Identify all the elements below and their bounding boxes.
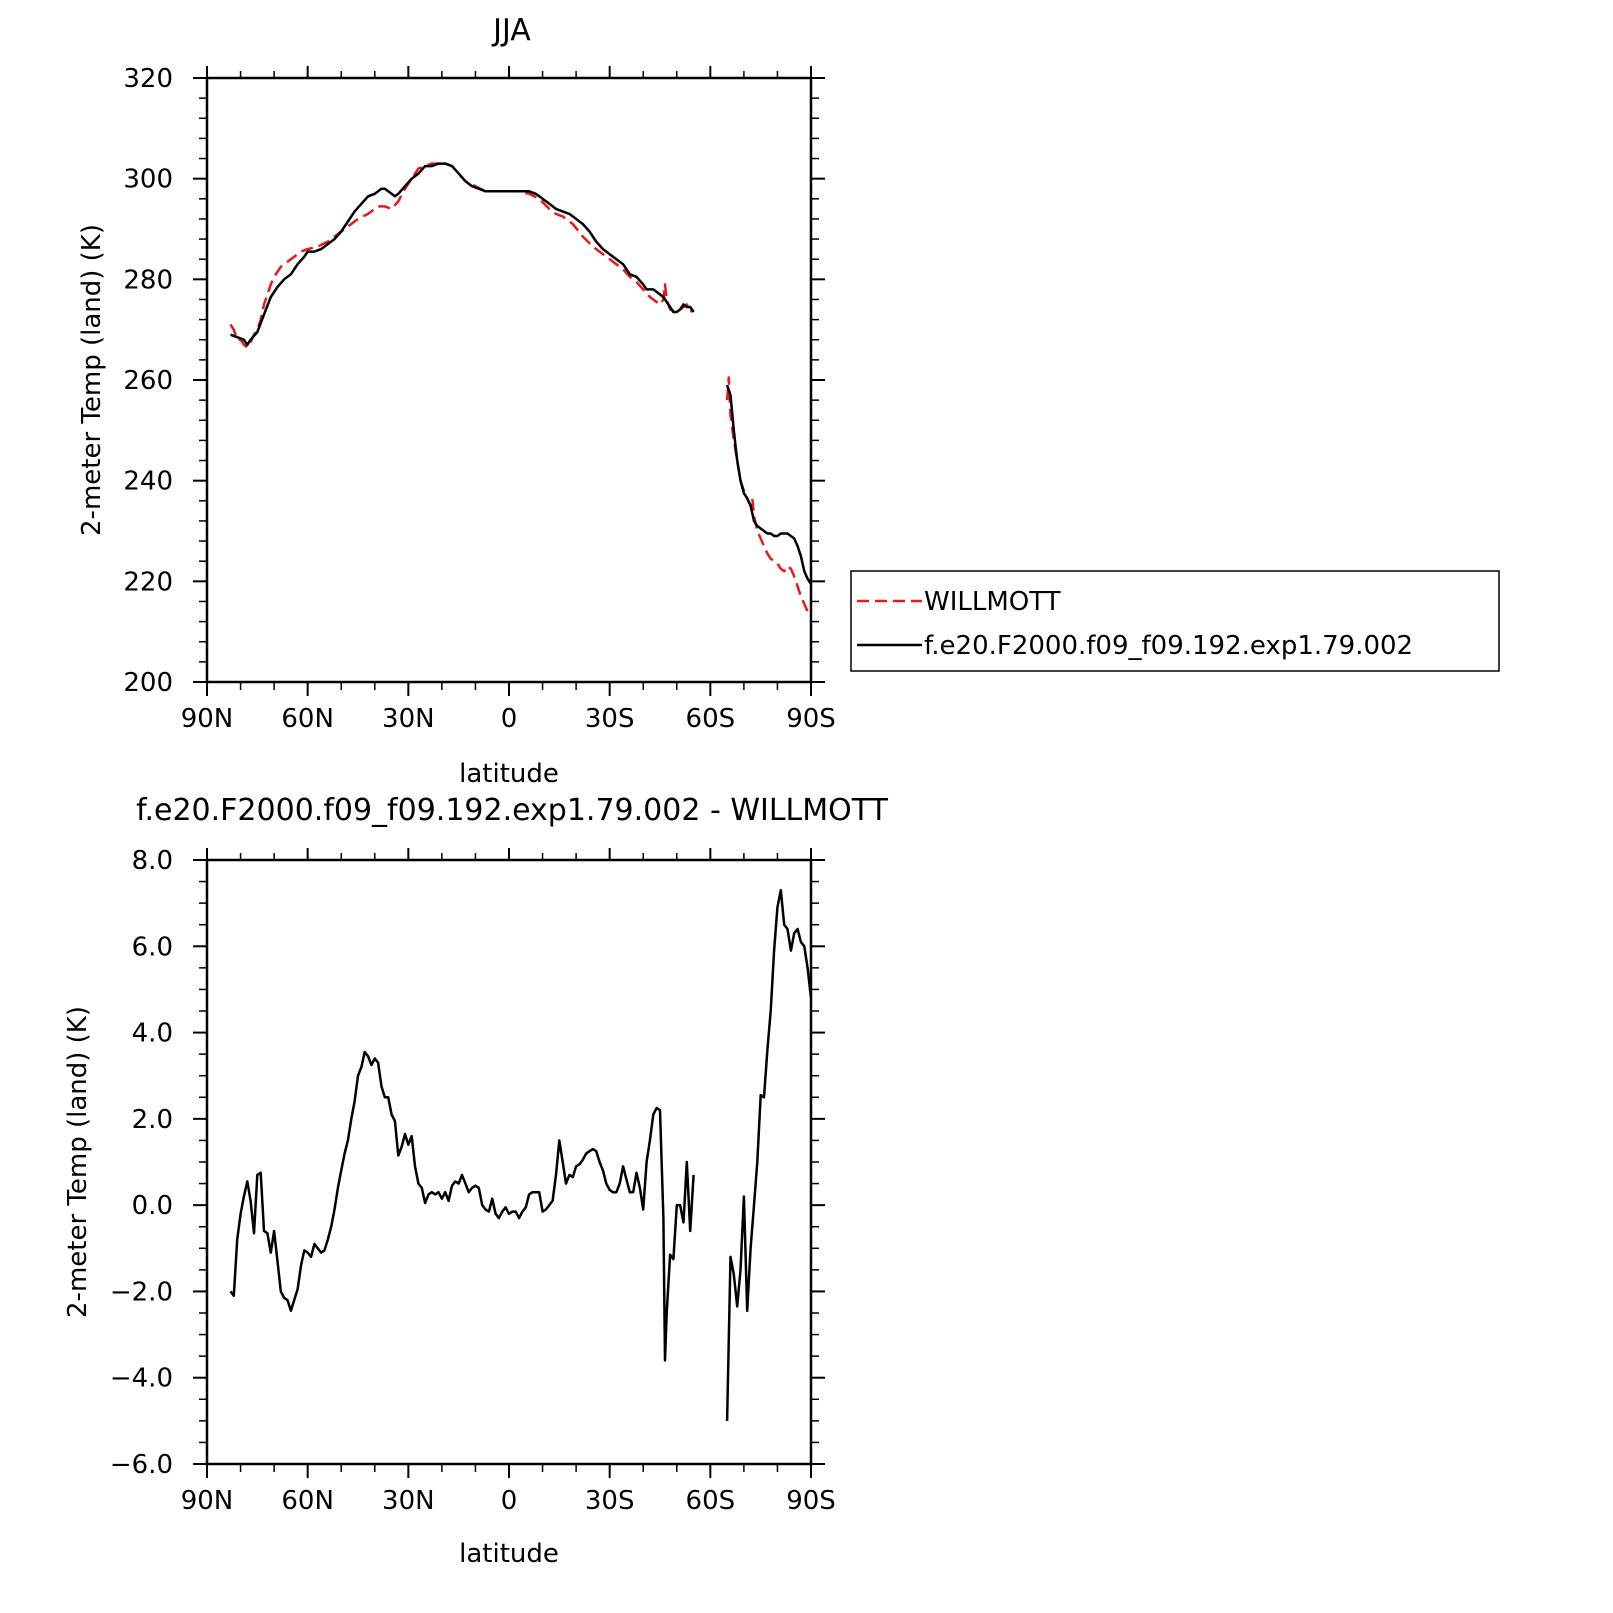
- y-tick-label: 260: [123, 366, 173, 396]
- x-tick-label: 30S: [585, 704, 635, 734]
- chart-title: JJA: [491, 13, 531, 48]
- plot-area: [229, 162, 813, 613]
- series-line-0: [725, 888, 813, 1421]
- y-tick-label: 200: [123, 668, 173, 698]
- x-tick-label: 90S: [786, 1486, 836, 1516]
- y-tick-label: 8.0: [132, 846, 173, 876]
- axis-ticks: 90N 60N 30N 0 30S 60S 90S 200 220 240 260 280 300 320: [123, 64, 835, 734]
- legend-label-model: f.e20.F2000.f09_f09.192.exp1.79.002: [924, 631, 1413, 661]
- series-line-0: [229, 1050, 695, 1362]
- x-tick-label: 90S: [786, 704, 836, 734]
- y-tick-label: 220: [123, 567, 173, 597]
- y-axis-label: 2-meter Temp (land) (K): [63, 1006, 93, 1318]
- y-axis-label: 2-meter Temp (land) (K): [77, 224, 107, 536]
- legend-box: [850, 570, 1500, 672]
- x-tick-label: 0: [501, 704, 518, 734]
- x-tick-label: 60N: [281, 704, 334, 734]
- x-tick-label: 60S: [686, 1486, 736, 1516]
- y-tick-label: 280: [123, 265, 173, 295]
- y-tick-label: −4.0: [110, 1364, 173, 1394]
- axis-ticks: 90N 60N 30N 0 30S 60S 90S −6.0 −4.0 −2.0 0.0 2.0 4.0…: [110, 846, 836, 1516]
- x-tick-label: 60S: [686, 704, 736, 734]
- series-line-1: [725, 384, 813, 585]
- x-tick-label: 30S: [585, 1486, 635, 1516]
- panel-jja: JJA 90N 60N 30N 0 30S 60S 90S 200 220 240 260 280 30…: [77, 13, 1500, 789]
- plot-frame: [205, 858, 813, 1466]
- legend-label-willmott: WILLMOTT: [924, 587, 1061, 617]
- y-tick-label: −6.0: [110, 1450, 173, 1480]
- y-tick-label: 0.0: [132, 1191, 173, 1221]
- panel-difference: f.e20.F2000.f09_f09.192.exp1.79.002 - WI…: [63, 793, 889, 1569]
- series-line-1: [230, 162, 695, 347]
- x-tick-label: 30N: [382, 1486, 435, 1516]
- x-tick-label: 30N: [382, 704, 435, 734]
- x-tick-label: 60N: [281, 1486, 334, 1516]
- x-tick-label: 90N: [181, 704, 234, 734]
- x-tick-label: 0: [501, 1486, 518, 1516]
- y-tick-label: 240: [123, 467, 173, 497]
- y-tick-label: 6.0: [132, 932, 173, 962]
- x-tick-label: 90N: [181, 1486, 234, 1516]
- plot-frame: [205, 76, 813, 684]
- x-axis-label: latitude: [459, 1539, 559, 1569]
- y-tick-label: 2.0: [132, 1105, 173, 1135]
- y-tick-label: 320: [123, 64, 173, 94]
- chart-title: f.e20.F2000.f09_f09.192.exp1.79.002 - WI…: [136, 793, 888, 828]
- plot-area: [229, 888, 813, 1421]
- y-tick-label: 4.0: [132, 1019, 173, 1049]
- series-line-0: [725, 376, 811, 613]
- legend: WILLMOTT f.e20.F2000.f09_f09.192.exp1.79…: [850, 570, 1500, 672]
- y-tick-label: −2.0: [110, 1277, 173, 1307]
- series-line-0: [229, 162, 695, 349]
- x-axis-label: latitude: [459, 759, 559, 789]
- y-tick-label: 300: [123, 165, 173, 195]
